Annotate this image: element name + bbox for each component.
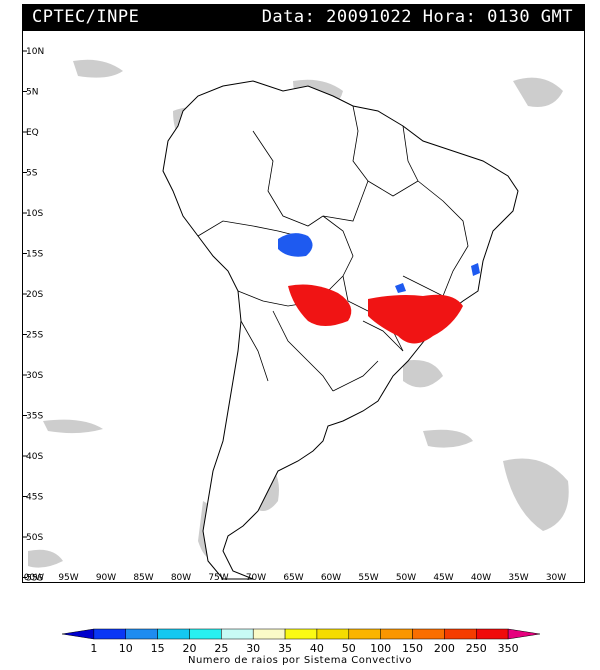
legend-swatch <box>444 628 477 640</box>
lat-label: 5N <box>26 88 38 98</box>
lon-label: 75W <box>208 573 228 583</box>
continent-outline <box>162 80 519 580</box>
legend-tick-label: 50 <box>342 642 356 655</box>
lon-label: 30W <box>546 573 566 583</box>
legend-tick-label: 20 <box>182 642 196 655</box>
lon-label: 95W <box>58 573 78 583</box>
legend-swatch <box>316 628 350 640</box>
lon-label: 40W <box>471 573 491 583</box>
lon-label: 60W <box>321 573 341 583</box>
cloud-patch <box>43 419 103 434</box>
cloud-patch <box>28 549 63 568</box>
lat-label: 40S <box>26 452 43 462</box>
legend-tick-label: 15 <box>151 642 165 655</box>
lon-label: 35W <box>508 573 528 583</box>
source-label: CPTEC/INPE <box>32 7 140 27</box>
lat-label: EQ <box>26 128 39 138</box>
lon-label: 80W <box>171 573 191 583</box>
lat-label: 45S <box>26 493 43 503</box>
legend-tick-label: 100 <box>370 642 391 655</box>
lon-label: 55W <box>358 573 378 583</box>
legend-tick-label: 35 <box>278 642 292 655</box>
legend-swatch <box>507 628 541 640</box>
legend-tick-label: 30 <box>246 642 260 655</box>
cloud-patch <box>423 429 473 448</box>
legend-tick-label: 150 <box>402 642 423 655</box>
cloud-patch <box>513 77 563 107</box>
lon-label: 45W <box>433 573 453 583</box>
lat-label: 10N <box>26 47 44 57</box>
legend-tick-label: 40 <box>310 642 324 655</box>
lon-label: 50W <box>396 573 416 583</box>
lon-label: 65W <box>283 573 303 583</box>
legend-tick-label: 25 <box>214 642 228 655</box>
lon-label: 70W <box>246 573 266 583</box>
latitude-labels: 10N 5N EQ 5S 10S 15S 20S 25S 30S 35S 40S 45S 50S 55S <box>23 47 44 584</box>
legend-swatch <box>348 628 381 640</box>
lon-label: 85W <box>133 573 153 583</box>
lat-label: 30S <box>26 371 43 381</box>
lon-label: 100W <box>23 573 44 583</box>
timestamp-label: Data: 20091022 Hora: 0130 GMT <box>261 7 573 27</box>
lat-label: 35S <box>26 412 43 422</box>
lat-label: 20S <box>26 290 43 300</box>
legend-swatch <box>412 628 445 640</box>
title-bar: CPTEC/INPE Data: 20091022 Hora: 0130 GMT <box>22 4 585 30</box>
map-canvas: 10N5NEQ5S10S15S20S25S30S35S40S45S50S55S … <box>23 47 569 584</box>
cloud-patch <box>403 360 443 388</box>
map-frame: 10N 5N EQ 5S 10S 15S 20S 25S 30S 35S 40S 45S 50S 55S … <box>22 30 585 583</box>
longitude-labels: 100W 95W 90W 85W 80W 75W 70W 65W 60W 55W 50W 45W 40W… <box>23 573 566 583</box>
storm-cell-parana <box>368 294 463 344</box>
legend-swatch <box>61 628 95 640</box>
lat-label: 15S <box>26 250 43 260</box>
legend-swatch <box>284 628 318 640</box>
legend-swatch <box>125 628 158 640</box>
legend-tick-label: 250 <box>466 642 487 655</box>
legend-tick-label: 1 <box>90 642 97 655</box>
lat-label: 10S <box>26 209 43 219</box>
legend-swatch <box>252 628 286 640</box>
storm-cell-bolivia <box>278 233 313 257</box>
legend-caption: Numero de raios por Sistema Convectivo <box>187 655 413 666</box>
lat-label: 50S <box>26 533 43 543</box>
storm-cell-minas <box>395 283 406 293</box>
legend-swatch <box>221 628 254 640</box>
color-legend: 1 10 15 20 25 30 35 40 50 100 150 200 250 350 <box>61 628 541 655</box>
legend-tick-label: 350 <box>498 642 519 655</box>
legend-swatch <box>157 628 190 640</box>
lat-label: 5S <box>26 169 38 179</box>
lat-label: 25S <box>26 331 43 341</box>
lon-label: 90W <box>96 573 116 583</box>
storm-cell-paraguay <box>288 284 352 326</box>
legend-swatch <box>93 628 126 640</box>
cloud-patch <box>73 59 123 78</box>
lat-label: 55S <box>26 574 43 584</box>
legend-tick-label: 10 <box>119 642 133 655</box>
legend-swatch <box>380 628 413 640</box>
legend-tick-label: 200 <box>434 642 455 655</box>
legend-swatch <box>189 628 222 640</box>
storm-cells <box>278 233 480 344</box>
cloud-patch <box>503 458 569 531</box>
storm-cell-es <box>471 263 480 276</box>
legend-swatch <box>476 628 509 640</box>
